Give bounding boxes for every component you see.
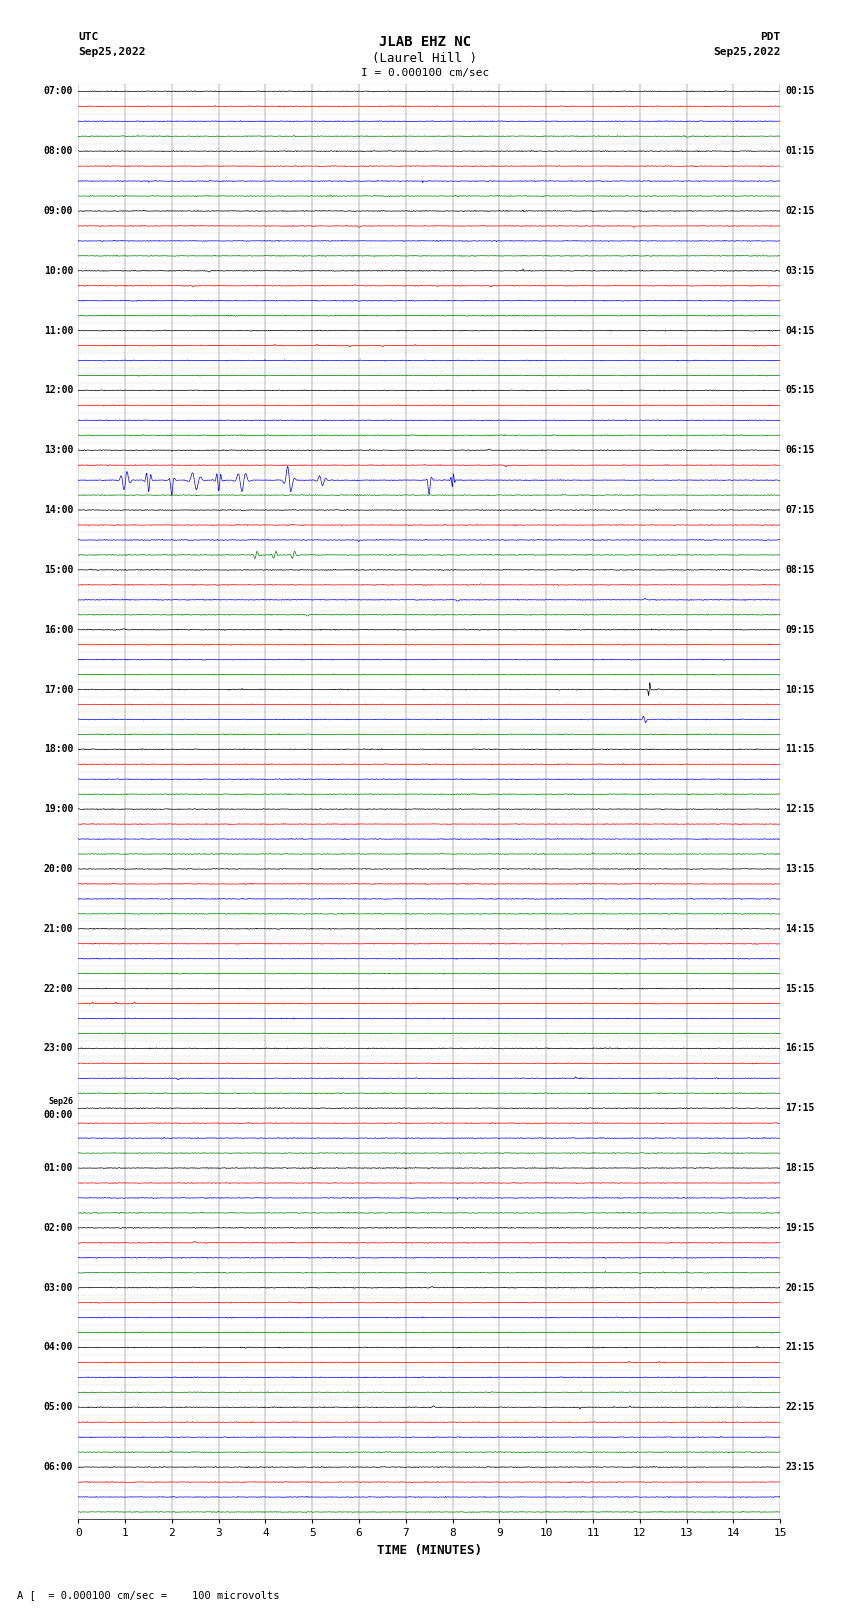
Text: 22:00: 22:00: [43, 984, 73, 994]
Text: 17:00: 17:00: [43, 684, 73, 695]
Text: 10:00: 10:00: [43, 266, 73, 276]
Text: 03:15: 03:15: [785, 266, 815, 276]
Text: 02:00: 02:00: [43, 1223, 73, 1232]
Text: 16:00: 16:00: [43, 624, 73, 634]
Text: 10:15: 10:15: [785, 684, 815, 695]
Text: 11:15: 11:15: [785, 744, 815, 755]
Text: 12:00: 12:00: [43, 386, 73, 395]
Text: 06:15: 06:15: [785, 445, 815, 455]
Text: 18:15: 18:15: [785, 1163, 815, 1173]
Text: 03:00: 03:00: [43, 1282, 73, 1292]
Text: 14:15: 14:15: [785, 924, 815, 934]
Text: 12:15: 12:15: [785, 805, 815, 815]
Text: 06:00: 06:00: [43, 1461, 73, 1473]
Text: 05:00: 05:00: [43, 1402, 73, 1413]
Text: 11:00: 11:00: [43, 326, 73, 336]
Text: 05:15: 05:15: [785, 386, 815, 395]
X-axis label: TIME (MINUTES): TIME (MINUTES): [377, 1544, 482, 1557]
Text: 16:15: 16:15: [785, 1044, 815, 1053]
Text: I = 0.000100 cm/sec: I = 0.000100 cm/sec: [361, 68, 489, 77]
Text: 15:00: 15:00: [43, 565, 73, 574]
Text: 13:00: 13:00: [43, 445, 73, 455]
Text: 08:00: 08:00: [43, 147, 73, 156]
Text: 21:00: 21:00: [43, 924, 73, 934]
Text: 09:00: 09:00: [43, 206, 73, 216]
Text: 07:15: 07:15: [785, 505, 815, 515]
Text: 15:15: 15:15: [785, 984, 815, 994]
Text: 19:15: 19:15: [785, 1223, 815, 1232]
Text: 09:15: 09:15: [785, 624, 815, 634]
Text: 18:00: 18:00: [43, 744, 73, 755]
Text: 14:00: 14:00: [43, 505, 73, 515]
Text: 23:15: 23:15: [785, 1461, 815, 1473]
Text: A [  = 0.000100 cm/sec =    100 microvolts: A [ = 0.000100 cm/sec = 100 microvolts: [17, 1590, 280, 1600]
Text: 04:15: 04:15: [785, 326, 815, 336]
Text: Sep25,2022: Sep25,2022: [78, 47, 145, 56]
Text: 21:15: 21:15: [785, 1342, 815, 1352]
Text: Sep25,2022: Sep25,2022: [713, 47, 780, 56]
Text: 17:15: 17:15: [785, 1103, 815, 1113]
Text: 22:15: 22:15: [785, 1402, 815, 1413]
Text: 20:00: 20:00: [43, 865, 73, 874]
Text: 00:00: 00:00: [43, 1110, 73, 1119]
Text: (Laurel Hill ): (Laurel Hill ): [372, 52, 478, 65]
Text: UTC: UTC: [78, 32, 99, 42]
Text: Sep26: Sep26: [48, 1097, 73, 1107]
Text: PDT: PDT: [760, 32, 780, 42]
Text: 08:15: 08:15: [785, 565, 815, 574]
Text: JLAB EHZ NC: JLAB EHZ NC: [379, 35, 471, 50]
Text: 20:15: 20:15: [785, 1282, 815, 1292]
Text: 23:00: 23:00: [43, 1044, 73, 1053]
Text: 01:00: 01:00: [43, 1163, 73, 1173]
Text: 02:15: 02:15: [785, 206, 815, 216]
Text: 00:15: 00:15: [785, 87, 815, 97]
Text: 19:00: 19:00: [43, 805, 73, 815]
Text: 13:15: 13:15: [785, 865, 815, 874]
Text: 01:15: 01:15: [785, 147, 815, 156]
Text: 07:00: 07:00: [43, 87, 73, 97]
Text: 04:00: 04:00: [43, 1342, 73, 1352]
